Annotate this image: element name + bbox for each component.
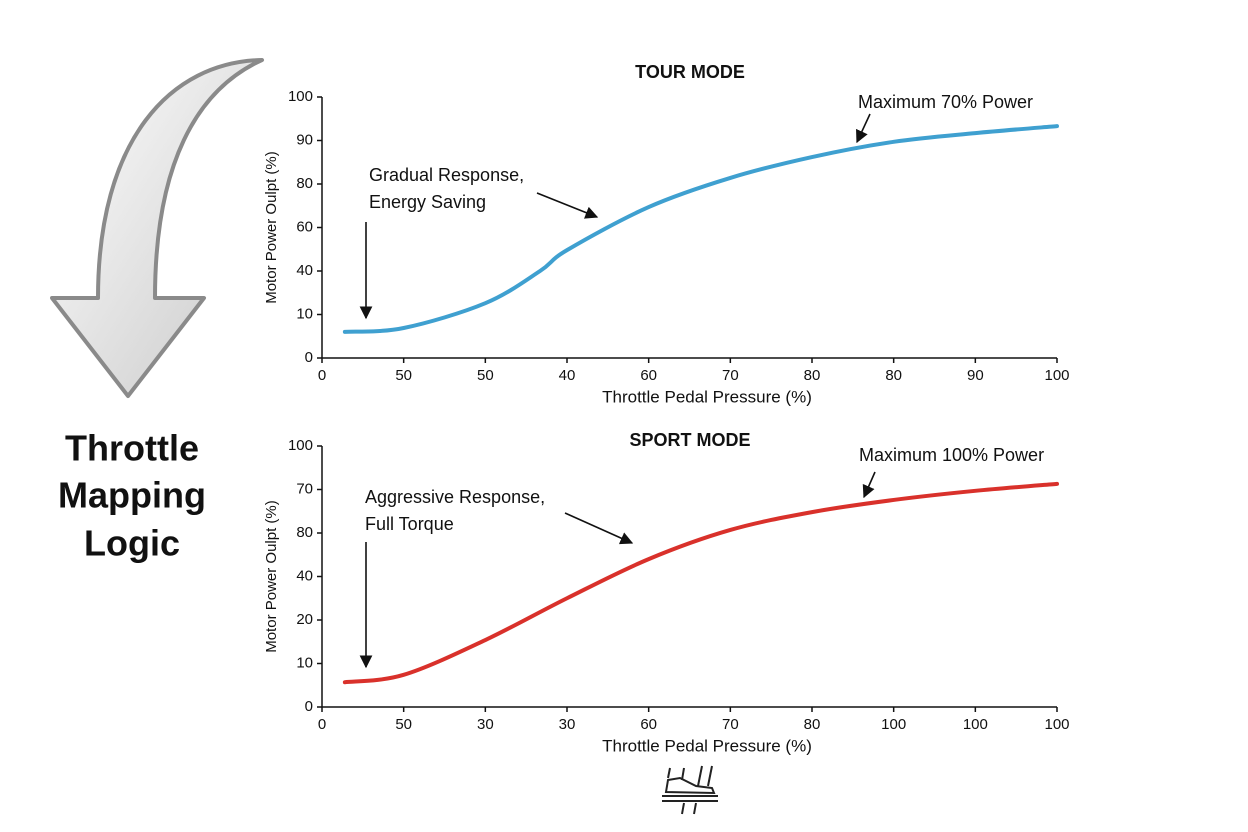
x-tick-label: 50: [395, 716, 412, 733]
heading-line: Logic: [84, 523, 180, 564]
y-tick-label: 100: [288, 88, 313, 105]
x-tick-label: 50: [477, 367, 494, 384]
annotation: Full Torque: [365, 514, 454, 534]
annotation-arrow: [856, 113, 871, 144]
annotation-arrow: [564, 512, 634, 545]
x-tick-label: 100: [881, 716, 906, 733]
y-axis-label: Motor Power Oulpt (%): [263, 151, 280, 304]
x-tick-label: 0: [318, 716, 326, 733]
data-line: [342, 481, 1059, 685]
x-tick-label: 100: [963, 716, 988, 733]
x-tick-label: 0: [318, 367, 326, 384]
data-line: [342, 124, 1059, 334]
annotation: Gradual Response,: [369, 165, 524, 185]
x-axis-label: Throttle Pedal Pressure (%): [602, 736, 812, 755]
y-tick-label: 20: [296, 611, 313, 628]
x-tick-label: 50: [395, 367, 412, 384]
y-tick-label: 0: [305, 698, 313, 715]
x-axis-label: Throttle Pedal Pressure (%): [602, 387, 812, 406]
y-tick-label: 10: [296, 654, 313, 671]
y-axis-label: Motor Power Oulpt (%): [263, 500, 280, 653]
y-tick-label: 70: [296, 480, 313, 497]
heading-line: Mapping: [58, 475, 206, 516]
x-tick-label: 80: [885, 367, 902, 384]
x-tick-label: 30: [477, 716, 494, 733]
y-tick-label: 40: [296, 262, 313, 279]
x-tick-label: 60: [640, 716, 657, 733]
chart-title: TOUR MODE: [635, 62, 745, 82]
x-tick-label: 80: [804, 367, 821, 384]
y-tick-label: 90: [296, 131, 313, 148]
annotation: Energy Saving: [369, 192, 486, 212]
annotation-arrow: [536, 192, 599, 219]
annotation: Maximum 100% Power: [859, 445, 1044, 465]
x-tick-label: 30: [559, 716, 576, 733]
annotation: Aggressive Response,: [365, 487, 545, 507]
x-tick-label: 70: [722, 716, 739, 733]
x-tick-label: 100: [1044, 367, 1069, 384]
y-tick-label: 0: [305, 349, 313, 366]
annotation: Maximum 70% Power: [858, 92, 1033, 112]
x-tick-label: 90: [967, 367, 984, 384]
y-tick-label: 100: [288, 437, 313, 454]
x-tick-label: 60: [640, 367, 657, 384]
annotation-arrow: [862, 471, 876, 499]
x-tick-label: 80: [804, 716, 821, 733]
x-tick-label: 40: [559, 367, 576, 384]
y-tick-label: 40: [296, 567, 313, 584]
y-tick-label: 60: [296, 218, 313, 235]
x-tick-label: 100: [1044, 716, 1069, 733]
y-tick-label: 80: [296, 524, 313, 541]
pedal-icon: [662, 765, 718, 815]
y-tick-label: 10: [296, 305, 313, 322]
heading-line: Throttle: [65, 428, 199, 469]
flow-arrow: [50, 58, 264, 398]
chart-title: SPORT MODE: [629, 430, 750, 450]
x-tick-label: 70: [722, 367, 739, 384]
y-tick-label: 80: [296, 175, 313, 192]
